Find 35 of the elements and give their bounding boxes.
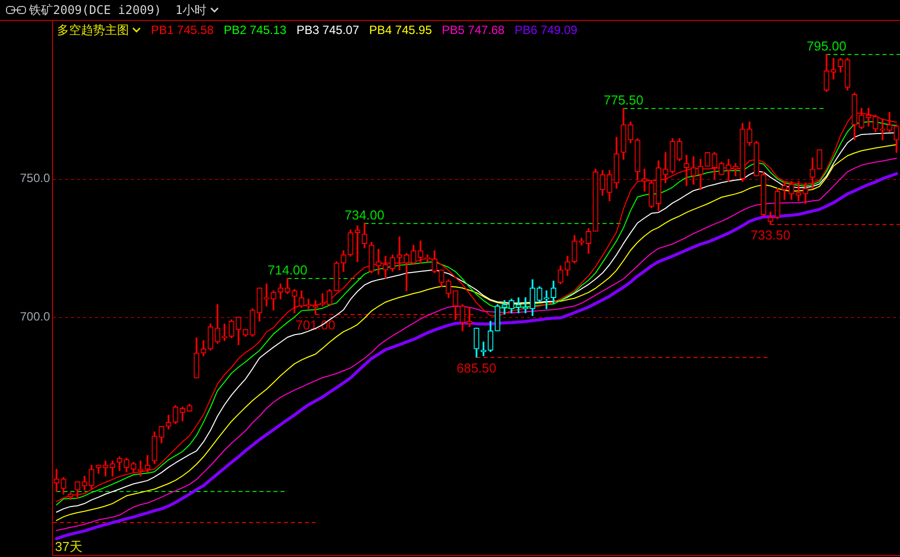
text: PB2 745.13 xyxy=(224,23,286,37)
candlestick xyxy=(726,159,732,182)
text: PB1 745.58 xyxy=(151,23,214,37)
candlestick xyxy=(782,181,788,200)
annotation: 37天 xyxy=(55,539,82,554)
candlestick xyxy=(396,236,402,270)
candlestick xyxy=(796,181,802,202)
text: PB5 747.68 xyxy=(442,23,505,37)
candlestick xyxy=(354,225,360,262)
candlestick xyxy=(662,152,668,184)
candlestick xyxy=(466,307,472,328)
chart-title: 铁矿2009(DCE i2009) xyxy=(29,2,162,18)
candlestick xyxy=(830,58,836,80)
candlestick xyxy=(480,342,486,356)
candlestick xyxy=(732,163,738,176)
ref-line-label: 714.00 xyxy=(268,262,308,278)
ref-line-label: 795.00 xyxy=(806,38,846,54)
ref-line-label: 733.50 xyxy=(750,228,790,243)
legend-title: 多空趋势主图 xyxy=(57,23,129,37)
candlestick xyxy=(54,468,60,492)
text: PB4 745.95 xyxy=(369,23,432,37)
y-tick-label: 700.0 xyxy=(20,309,50,324)
text: PB6 749.09 xyxy=(514,23,578,37)
candlestick xyxy=(684,154,690,186)
text: PB3 745.07 xyxy=(296,23,360,37)
ref-line-label: 734.00 xyxy=(344,208,384,223)
candlestick xyxy=(376,248,382,274)
y-tick-label: 750.0 xyxy=(20,171,50,186)
ref-line-label: 775.50 xyxy=(604,92,644,108)
ref-line-label: 685.50 xyxy=(456,360,496,376)
candlestick xyxy=(522,297,528,314)
chart-subtitle: 1小时 xyxy=(175,2,207,18)
candlestick xyxy=(642,168,648,192)
candlestick xyxy=(102,460,108,476)
candlestick xyxy=(404,253,410,292)
